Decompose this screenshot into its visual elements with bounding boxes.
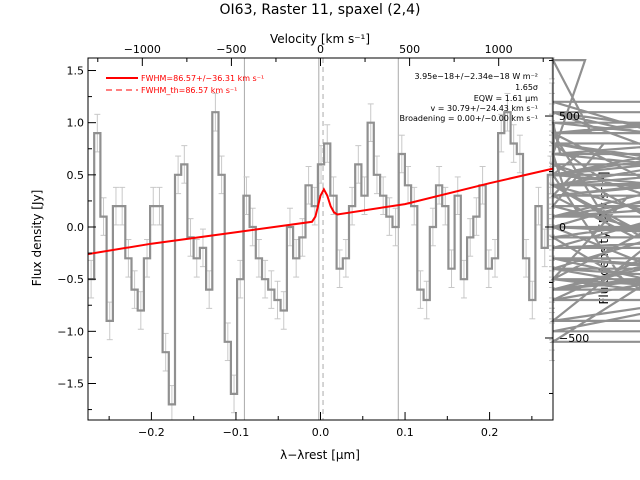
- x-tick-label: −0.2: [138, 426, 165, 439]
- y-tick-label: 0.5: [67, 169, 85, 182]
- right-tick-label: −500: [559, 332, 589, 345]
- x-tick-label: 0.1: [396, 426, 414, 439]
- annotation-broadening: Broadening = 0.00+/−0.00 km s⁻¹: [400, 114, 538, 123]
- x-tick-label: 0.2: [481, 426, 499, 439]
- y-tick-label: −1.0: [57, 325, 84, 338]
- annotation-sigma: 1.65σ: [515, 83, 538, 92]
- top-tick-label: −1000: [124, 43, 161, 56]
- y-tick-label: −0.5: [57, 273, 84, 286]
- top-axis-label: Velocity [km s⁻¹]: [270, 32, 370, 46]
- fit-annotations: 3.95e−18+/−2.34e−18 W m⁻² 1.65σ EQW = 1.…: [400, 72, 539, 123]
- x-axis-label: λ−λrest [μm]: [280, 448, 360, 462]
- right-tick-label: 500: [559, 110, 580, 123]
- chart-title: OI63, Raster 11, spaxel (2,4): [220, 2, 421, 18]
- y-axis-label: Flux density [Jy]: [30, 190, 44, 287]
- legend-label-fwhm: FWHM=86.57+/−36.31 km s⁻¹: [141, 74, 264, 83]
- legend-label-fwhm-th: FWHM_th=86.57 km s⁻¹: [141, 86, 237, 95]
- annotation-velocity: v = 30.79+/−24.43 km s⁻¹: [430, 104, 538, 113]
- annotation-eqw: EQW = 1.61 μm: [474, 94, 538, 103]
- x-tick-label: 0.0: [312, 426, 330, 439]
- reference-lines: [243, 58, 399, 420]
- axes-ticks: −0.2 −0.1 0.0 0.1 0.2 −1.5 −1.0 −0.5 0.0 0.5 1.0 1.…: [57, 43, 589, 439]
- data-step-line: [88, 59, 640, 406]
- y-tick-label: 0.0: [67, 221, 85, 234]
- top-tick-label: 0: [317, 43, 324, 56]
- top-tick-label: −500: [216, 43, 246, 56]
- x-tick-label: −0.1: [223, 426, 250, 439]
- top-tick-label: 1000: [485, 43, 513, 56]
- top-tick-label: 500: [399, 43, 420, 56]
- y-tick-label: 1.5: [67, 65, 85, 78]
- model-fit: [87, 167, 554, 256]
- annotation-flux: 3.95e−18+/−2.34e−18 W m⁻²: [414, 72, 538, 81]
- y-tick-label: 1.0: [67, 117, 85, 130]
- data-series: [88, 59, 640, 406]
- model-line: [87, 167, 554, 256]
- y-tick-label: −1.5: [57, 377, 84, 390]
- right-tick-label: 0: [559, 221, 566, 234]
- legend: FWHM=86.57+/−36.31 km s⁻¹ FWHM_th=86.57 …: [106, 74, 264, 95]
